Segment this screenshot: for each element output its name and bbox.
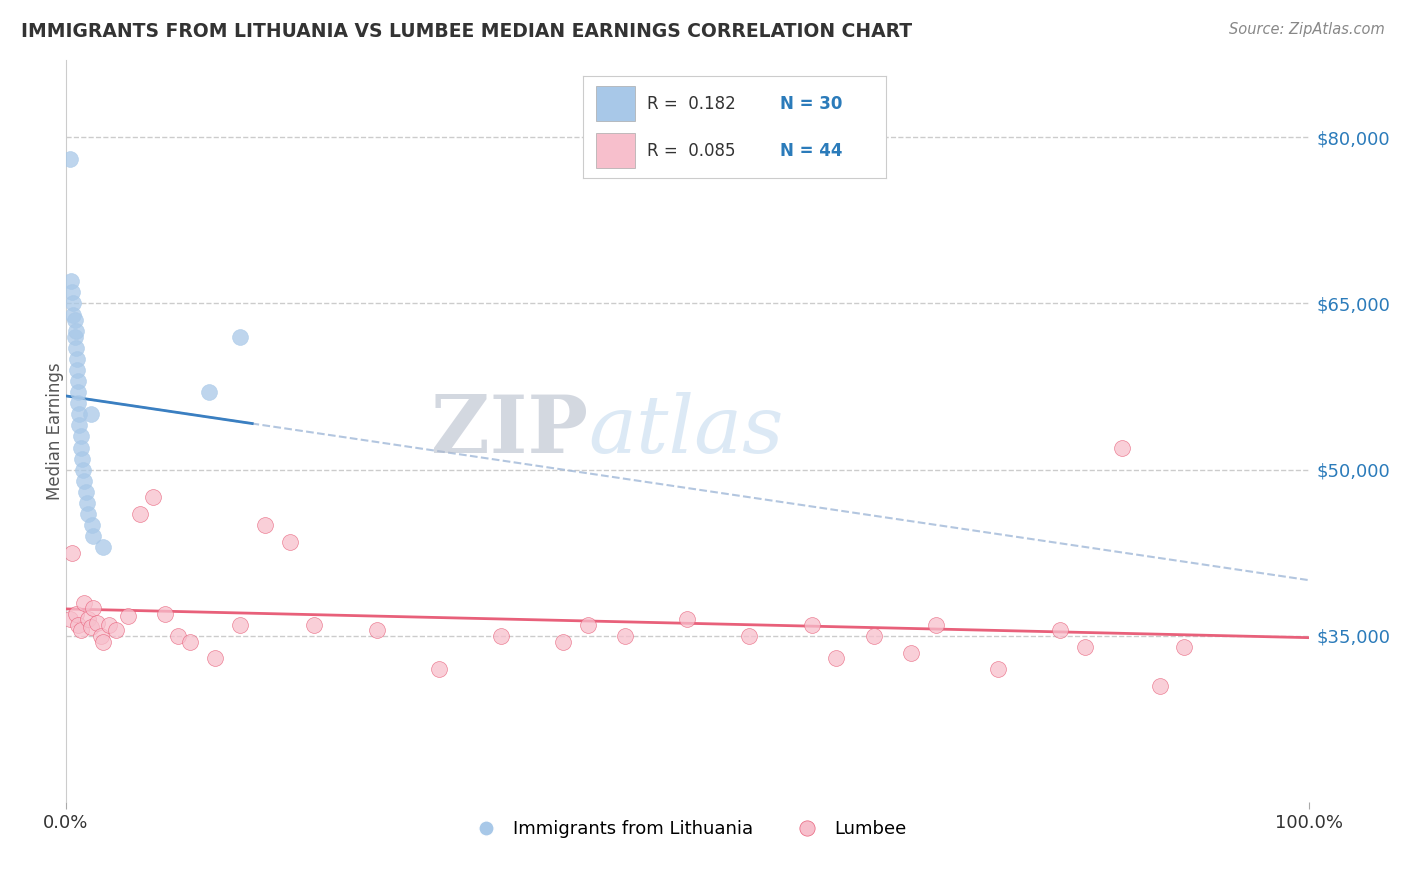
Text: Source: ZipAtlas.com: Source: ZipAtlas.com (1229, 22, 1385, 37)
Point (1074, 640, 1097, 654)
Point (90, 629, 112, 643)
Y-axis label: Median Earnings: Median Earnings (46, 362, 63, 500)
Point (1173, 640, 1195, 654)
Point (614, 629, 637, 643)
Legend: Immigrants from Lithuania, Lumbee: Immigrants from Lithuania, Lumbee (461, 813, 914, 846)
Point (72, 463, 94, 477)
Point (166, 629, 188, 643)
Point (59, 274, 82, 288)
Point (79, 407, 101, 421)
Point (77, 507, 100, 521)
Point (69, 407, 91, 421)
Point (987, 662, 1010, 676)
Point (98, 618, 121, 632)
Text: ZIP: ZIP (430, 392, 588, 470)
Point (69, 418, 91, 433)
Point (427, 662, 450, 676)
Point (676, 612, 699, 626)
Point (86, 615, 108, 630)
Point (69, 441, 91, 455)
Point (800, 618, 823, 632)
Point (551, 634, 574, 648)
Point (117, 609, 139, 624)
Point (253, 518, 276, 533)
Point (204, 651, 226, 665)
Point (82, 529, 104, 543)
Point (67, 396, 90, 410)
Text: N = 30: N = 30 (780, 95, 842, 112)
Point (60, 285, 83, 300)
Point (489, 629, 512, 643)
Point (304, 618, 326, 632)
FancyBboxPatch shape (596, 133, 636, 168)
Point (825, 651, 848, 665)
Point (925, 618, 948, 632)
Text: R =  0.085: R = 0.085 (647, 142, 735, 160)
Point (66, 363, 89, 377)
Point (79, 620, 101, 634)
Point (60, 546, 83, 560)
Text: R =  0.182: R = 0.182 (647, 95, 735, 112)
Point (62, 296, 84, 310)
Point (155, 607, 177, 621)
Point (366, 624, 388, 638)
Point (67, 385, 90, 400)
Point (63, 329, 86, 343)
Point (62, 308, 84, 322)
Point (576, 618, 599, 632)
Point (66, 351, 89, 366)
Point (58, 612, 80, 626)
Point (179, 634, 201, 648)
Point (80, 518, 103, 533)
Point (1149, 679, 1171, 693)
Point (58, 153, 80, 167)
Point (77, 612, 100, 626)
Point (65, 324, 87, 338)
Point (73, 474, 96, 488)
Point (67, 374, 90, 388)
Point (900, 646, 922, 660)
Point (91, 541, 114, 555)
Point (65, 607, 87, 621)
Point (1111, 441, 1133, 455)
Point (76, 496, 98, 510)
Point (862, 629, 884, 643)
Point (91, 634, 114, 648)
FancyBboxPatch shape (596, 87, 636, 121)
Point (67, 618, 90, 632)
Point (229, 618, 252, 632)
Point (278, 534, 301, 549)
Point (69, 429, 91, 443)
Point (75, 484, 97, 499)
Point (63, 313, 86, 327)
Point (738, 629, 761, 643)
Point (69, 624, 91, 638)
Text: N = 44: N = 44 (780, 142, 842, 160)
Point (73, 596, 96, 610)
Point (129, 507, 152, 521)
Point (1049, 624, 1071, 638)
Point (104, 624, 127, 638)
Text: atlas: atlas (588, 392, 783, 470)
Point (197, 385, 219, 400)
Point (65, 341, 87, 355)
Text: IMMIGRANTS FROM LITHUANIA VS LUMBEE MEDIAN EARNINGS CORRELATION CHART: IMMIGRANTS FROM LITHUANIA VS LUMBEE MEDI… (21, 22, 912, 41)
Point (229, 329, 252, 343)
Point (70, 451, 93, 466)
Point (142, 491, 165, 505)
Point (82, 601, 104, 615)
